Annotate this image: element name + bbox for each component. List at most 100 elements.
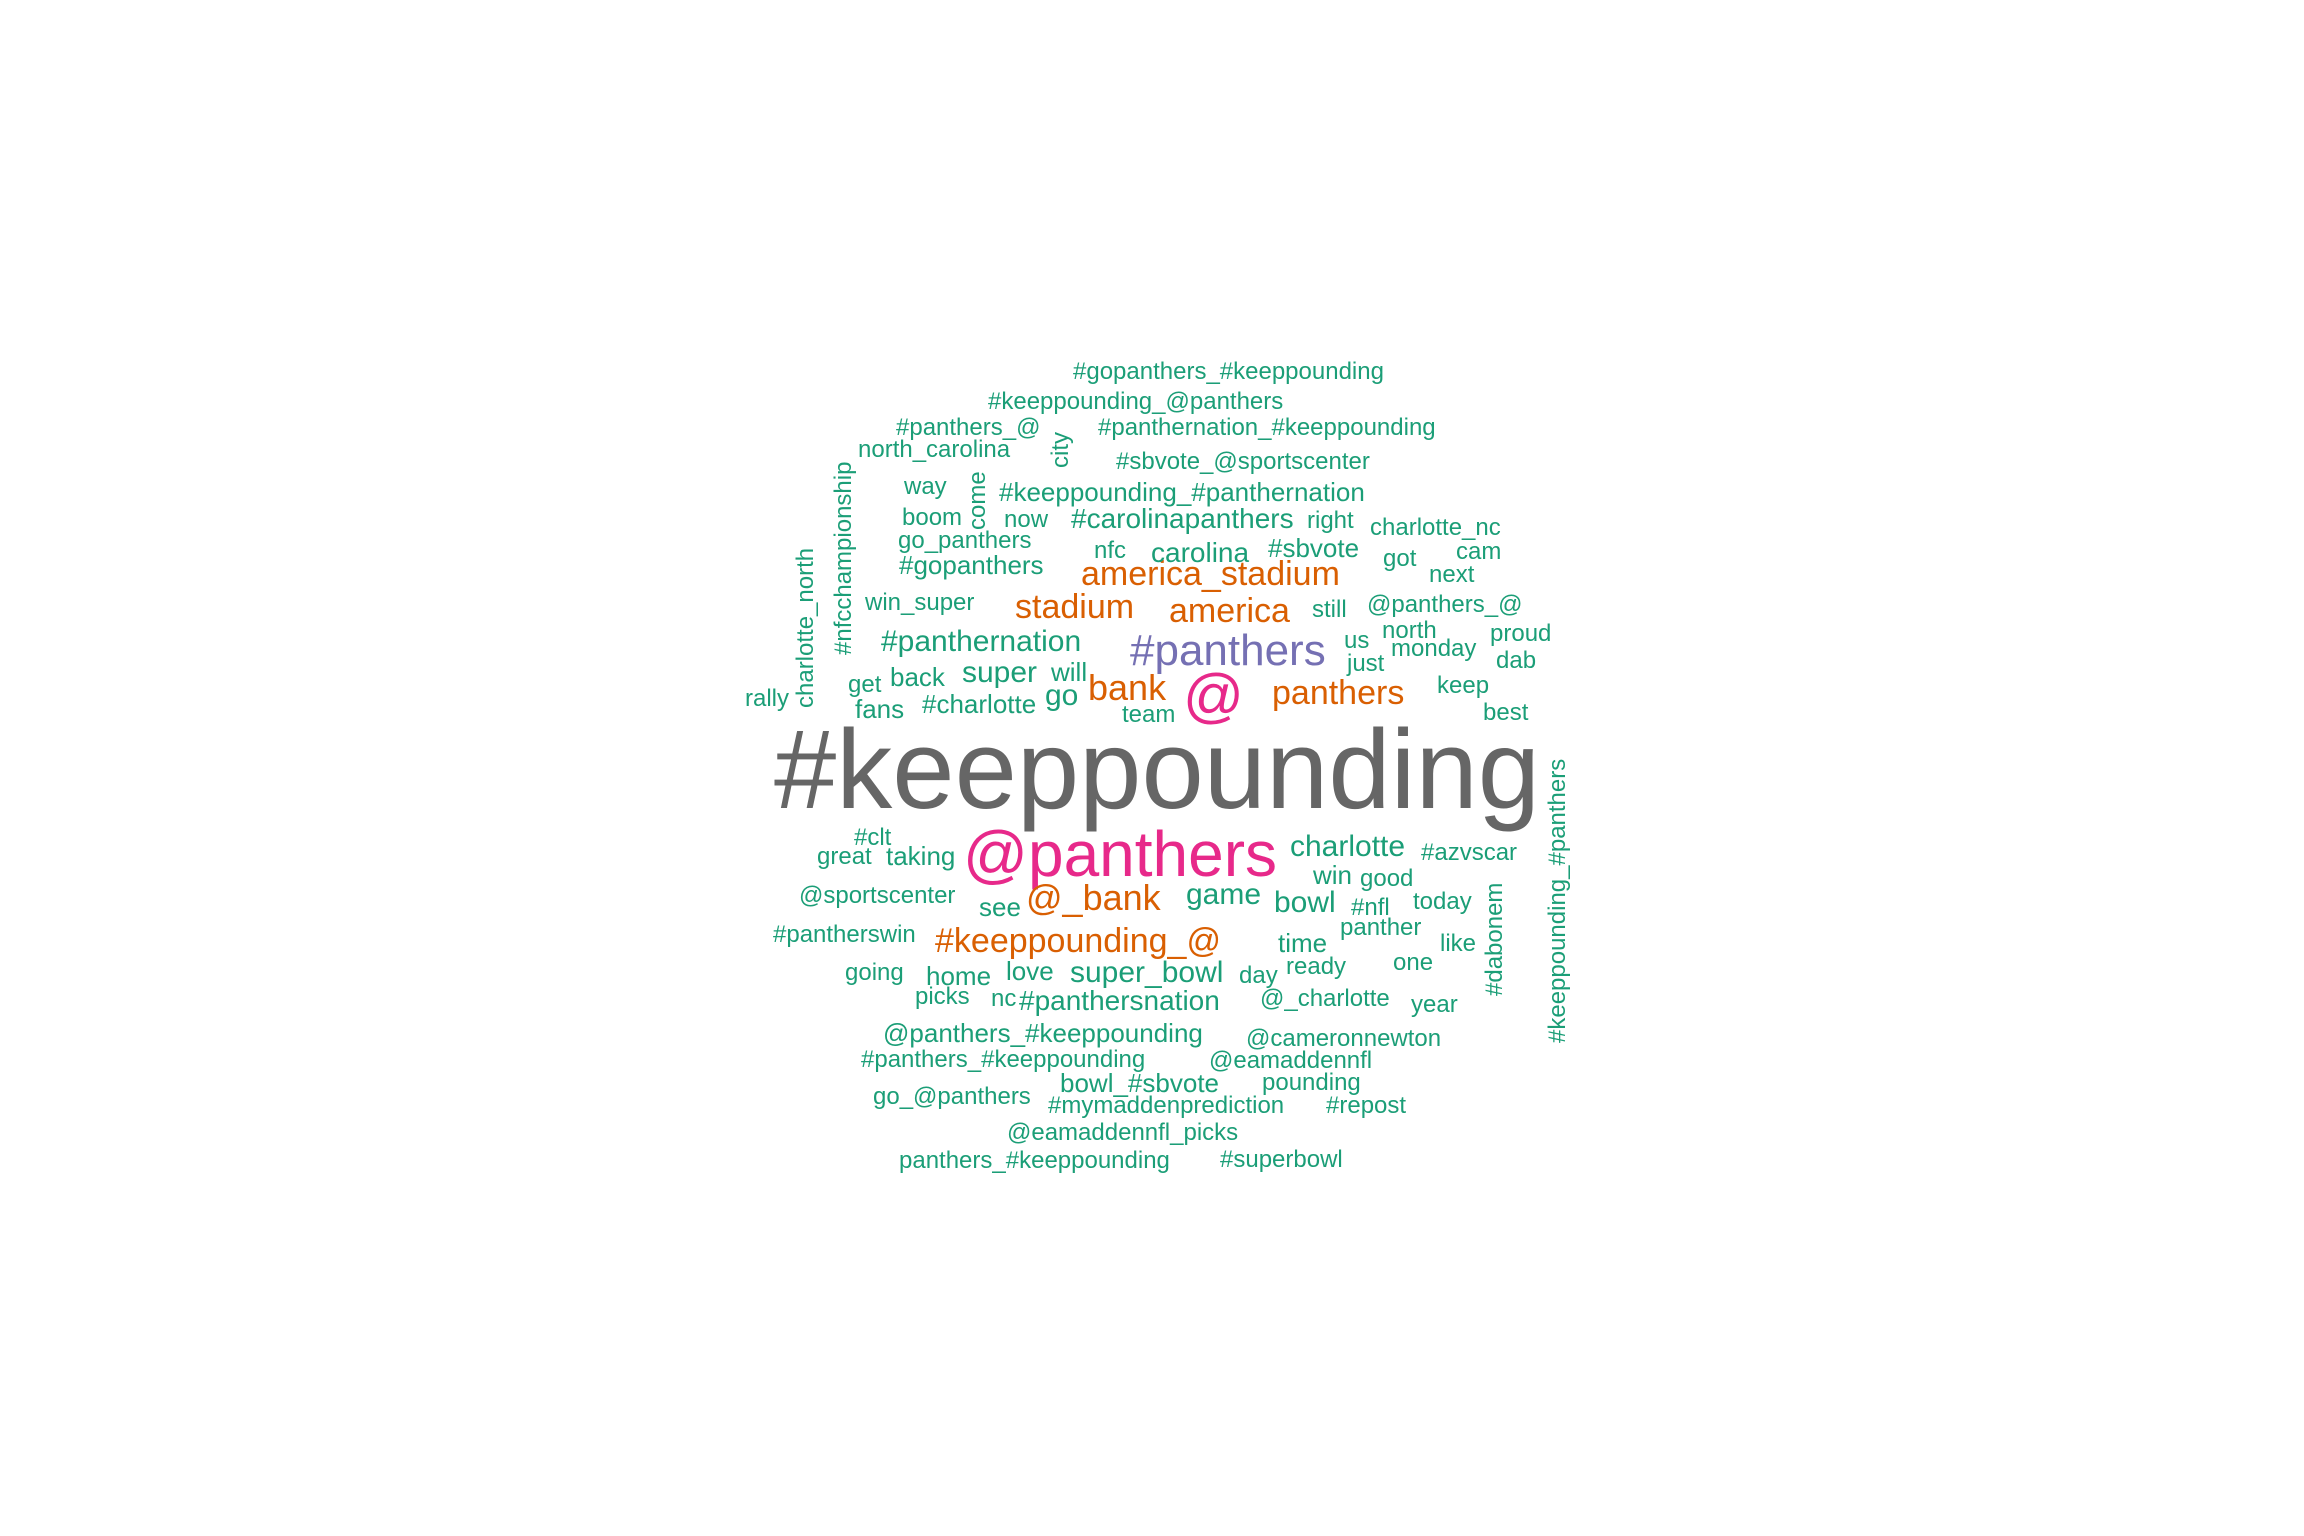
word-nfc: nfc	[1094, 537, 1126, 564]
word-proud: proud	[1490, 620, 1551, 647]
word-stadium: stadium	[1015, 588, 1134, 626]
word-hash-nfcchampionship: #nfcchampionship	[830, 462, 857, 655]
word-today: today	[1413, 888, 1472, 915]
word-like: like	[1440, 930, 1476, 957]
word-hash-sbvote-at-sportscenter: #sbvote_@sportscenter	[1116, 448, 1370, 475]
word-go-at-panthers: go_@panthers	[873, 1083, 1031, 1110]
word-hash-keeppounding: #keeppounding	[774, 707, 1540, 832]
word-north-carolina: north_carolina	[858, 436, 1011, 463]
word-back: back	[890, 662, 946, 692]
word-hash-keeppounding-hash-panthernation: #keeppounding_#panthernation	[999, 477, 1365, 507]
word-panthers-hash-keeppounding: panthers_#keeppounding	[899, 1147, 1170, 1174]
word-carolina: carolina	[1151, 537, 1249, 568]
word-hash-gopanthers: #gopanthers	[899, 550, 1044, 580]
word-bowl: bowl	[1274, 886, 1336, 919]
word-next: next	[1429, 561, 1475, 588]
word-boom: boom	[902, 504, 962, 531]
word-day: day	[1239, 962, 1278, 989]
word-charlotte-north: charlotte_north	[792, 548, 819, 708]
word-hash-panthernation-hash-keeppounding: #panthernation_#keeppounding	[1098, 414, 1436, 441]
word-hash-keeppounding-at-panthers: #keeppounding_@panthers	[988, 388, 1283, 415]
word-win-super: win_super	[864, 589, 974, 616]
word-go-panthers: go_panthers	[898, 527, 1031, 554]
word-fans: fans	[855, 694, 904, 724]
word-just: just	[1346, 650, 1385, 677]
word-city: city	[1047, 432, 1074, 468]
word-go: go	[1045, 679, 1078, 712]
word-rally: rally	[745, 685, 789, 712]
word-home: home	[926, 961, 991, 991]
word-panther: panther	[1340, 914, 1421, 941]
word-panthers: panthers	[1272, 674, 1404, 712]
word-hash-gopanthers-hash-keeppounding: #gopanthers_#keeppounding	[1073, 358, 1384, 385]
word-cam: cam	[1456, 538, 1501, 565]
word-nc: nc	[991, 985, 1016, 1012]
word-taking: taking	[886, 841, 955, 871]
word-hash-charlotte: #charlotte	[922, 689, 1036, 719]
word-charlotte: charlotte	[1290, 830, 1405, 863]
word-bank: bank	[1088, 667, 1167, 708]
word-at-charlotte: @_charlotte	[1260, 985, 1390, 1012]
word-america-stadium: america_stadium	[1081, 555, 1340, 593]
word-us: us	[1344, 627, 1369, 654]
word-hash-nfl: #nfl	[1351, 894, 1390, 921]
word-hash-carolinapanthers: #carolinapanthers	[1071, 503, 1294, 534]
word-hash-keeppounding-at: #keeppounding_@	[935, 922, 1221, 960]
word-love: love	[1006, 956, 1054, 986]
word-hash-repost: #repost	[1326, 1092, 1406, 1119]
word-good: good	[1360, 865, 1413, 892]
word-super: super	[962, 656, 1037, 689]
word-at-sportscenter: @sportscenter	[799, 882, 955, 909]
word-hash-panthers-hash-keeppounding: #panthers_#keeppounding	[861, 1046, 1145, 1073]
word-see: see	[979, 892, 1021, 922]
word-monday: monday	[1391, 635, 1476, 662]
word-at-panthers: @panthers	[963, 818, 1277, 890]
word-hash-panthernation: #panthernation	[881, 625, 1081, 658]
word-at-eamaddennfl: @eamaddennfl	[1209, 1047, 1372, 1074]
word-still: still	[1312, 596, 1347, 623]
word-hash-pantherswin: #pantherswin	[773, 921, 916, 948]
word-best: best	[1483, 699, 1529, 726]
word-time: time	[1278, 928, 1327, 958]
word-bowl-hash-sbvote: bowl_#sbvote	[1060, 1068, 1219, 1098]
word-pounding: pounding	[1262, 1069, 1361, 1096]
word-come: come	[964, 471, 991, 530]
word-will: will	[1050, 657, 1087, 687]
word-now: now	[1004, 506, 1049, 533]
word-hash-keeppounding-hash-panthers: #keeppounding_#panthers	[1544, 759, 1571, 1043]
word-right: right	[1307, 507, 1354, 534]
word-picks: picks	[915, 983, 970, 1010]
word-great: great	[817, 843, 872, 870]
word-got: got	[1383, 545, 1417, 572]
word-hash-dabonem: #dabonem	[1481, 883, 1508, 996]
word-at-panthers-hash-keeppounding: @panthers_#keeppounding	[883, 1018, 1203, 1048]
word-keep: keep	[1437, 672, 1489, 699]
word-at-cameronnewton: @cameronnewton	[1246, 1025, 1441, 1052]
word-one: one	[1393, 949, 1433, 976]
word-at-bank: @_bank	[1026, 877, 1162, 918]
word-hash-clt: #clt	[854, 824, 892, 851]
word-at-panthers-at: @panthers_@	[1367, 591, 1522, 618]
word-hash-superbowl: #superbowl	[1220, 1146, 1343, 1173]
word-game: game	[1186, 878, 1261, 911]
word-super-bowl: super_bowl	[1070, 956, 1223, 989]
word-hash-panthers: #panthers	[1130, 626, 1326, 675]
word-hash-mymaddenprediction: #mymaddenprediction	[1048, 1092, 1284, 1119]
word-ready: ready	[1286, 953, 1346, 980]
word-year: year	[1411, 991, 1458, 1018]
word-at-eamaddennfl-picks: @eamaddennfl_picks	[1007, 1119, 1238, 1146]
word-win: win	[1312, 860, 1352, 890]
word-team: team	[1122, 701, 1175, 728]
word-america: america	[1169, 592, 1290, 630]
word-hash-panthersnation: #panthersnation	[1019, 985, 1220, 1016]
word-charlotte-nc: charlotte_nc	[1370, 514, 1501, 541]
word-dab: dab	[1496, 647, 1536, 674]
word-going: going	[845, 959, 904, 986]
word-hash-panthers-at: #panthers_@	[896, 414, 1040, 441]
word-at: @	[1183, 662, 1244, 729]
word-get: get	[848, 671, 882, 698]
word-way: way	[903, 473, 947, 500]
word-north: north	[1382, 617, 1437, 644]
word-hash-sbvote: #sbvote	[1268, 533, 1359, 563]
